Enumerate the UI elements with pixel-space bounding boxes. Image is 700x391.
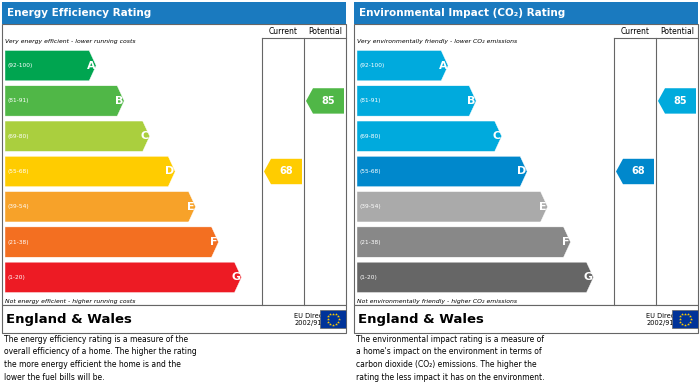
Polygon shape <box>5 192 195 222</box>
Bar <box>354 305 698 333</box>
Text: (92-100): (92-100) <box>359 63 384 68</box>
Text: (55-68): (55-68) <box>7 169 29 174</box>
Polygon shape <box>357 156 527 187</box>
Text: G: G <box>583 273 592 282</box>
Text: The environmental impact rating is a measure of
a home's impact on the environme: The environmental impact rating is a mea… <box>356 335 545 382</box>
Bar <box>354 24 698 305</box>
Polygon shape <box>5 121 150 151</box>
Text: (55-68): (55-68) <box>359 169 381 174</box>
Polygon shape <box>264 159 302 184</box>
Text: (39-54): (39-54) <box>7 204 29 209</box>
Text: Potential: Potential <box>660 27 694 36</box>
Text: D: D <box>165 167 174 176</box>
Text: 85: 85 <box>322 96 335 106</box>
Bar <box>672 310 698 328</box>
Bar <box>2 305 346 333</box>
Polygon shape <box>357 192 547 222</box>
Polygon shape <box>616 159 654 184</box>
Polygon shape <box>306 88 344 114</box>
Text: B: B <box>467 96 475 106</box>
Text: Very energy efficient - lower running costs: Very energy efficient - lower running co… <box>5 39 136 44</box>
Text: E: E <box>187 202 195 212</box>
Text: (1-20): (1-20) <box>359 275 377 280</box>
Polygon shape <box>5 86 124 116</box>
Text: Current: Current <box>269 27 298 36</box>
Text: EU Directive
2002/91/EC: EU Directive 2002/91/EC <box>293 312 335 325</box>
Polygon shape <box>357 86 476 116</box>
Text: Current: Current <box>620 27 650 36</box>
Text: C: C <box>493 131 500 141</box>
Polygon shape <box>357 121 502 151</box>
Text: (21-38): (21-38) <box>359 240 381 245</box>
Polygon shape <box>357 227 570 257</box>
Text: (21-38): (21-38) <box>7 240 29 245</box>
Text: (92-100): (92-100) <box>7 63 32 68</box>
Text: A: A <box>87 61 95 71</box>
Text: Environmental Impact (CO₂) Rating: Environmental Impact (CO₂) Rating <box>359 8 566 18</box>
Text: (81-91): (81-91) <box>7 99 29 104</box>
Text: C: C <box>141 131 148 141</box>
Text: B: B <box>115 96 123 106</box>
Polygon shape <box>357 262 594 292</box>
Text: D: D <box>517 167 526 176</box>
Polygon shape <box>5 50 96 81</box>
Polygon shape <box>5 156 175 187</box>
Text: F: F <box>562 237 570 247</box>
Text: (69-80): (69-80) <box>359 134 381 139</box>
Text: The energy efficiency rating is a measure of the
overall efficiency of a home. T: The energy efficiency rating is a measur… <box>4 335 197 382</box>
Text: 85: 85 <box>673 96 687 106</box>
Text: England & Wales: England & Wales <box>6 312 132 325</box>
Text: Energy Efficiency Rating: Energy Efficiency Rating <box>7 8 151 18</box>
Text: 68: 68 <box>631 167 645 176</box>
Text: EU Directive
2002/91/EC: EU Directive 2002/91/EC <box>645 312 687 325</box>
Text: England & Wales: England & Wales <box>358 312 484 325</box>
Polygon shape <box>357 50 448 81</box>
Text: Not energy efficient - higher running costs: Not energy efficient - higher running co… <box>5 299 136 304</box>
Bar <box>320 310 346 328</box>
Text: (39-54): (39-54) <box>359 204 381 209</box>
Text: (69-80): (69-80) <box>7 134 29 139</box>
Text: (1-20): (1-20) <box>7 275 25 280</box>
Polygon shape <box>5 262 241 292</box>
Polygon shape <box>658 88 696 114</box>
Text: E: E <box>539 202 547 212</box>
Bar <box>2 24 346 305</box>
Text: G: G <box>232 273 241 282</box>
Text: (81-91): (81-91) <box>359 99 381 104</box>
Bar <box>354 2 698 24</box>
Text: A: A <box>438 61 447 71</box>
Text: Potential: Potential <box>308 27 342 36</box>
Text: F: F <box>210 237 218 247</box>
Bar <box>2 2 346 24</box>
Text: 68: 68 <box>280 167 293 176</box>
Polygon shape <box>5 227 218 257</box>
Text: Very environmentally friendly - lower CO₂ emissions: Very environmentally friendly - lower CO… <box>357 39 517 44</box>
Text: Not environmentally friendly - higher CO₂ emissions: Not environmentally friendly - higher CO… <box>357 299 517 304</box>
